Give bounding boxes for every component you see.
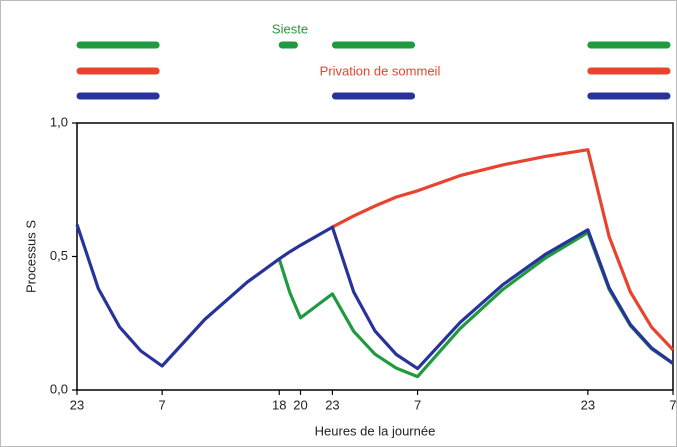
x-tick-label: 20: [293, 397, 307, 412]
line: [331, 148, 675, 351]
x-tick-label: 7: [669, 397, 676, 412]
plot-frame: [76, 122, 674, 391]
x-tick-label: 23: [581, 397, 595, 412]
y-tick-label: 0,0: [50, 381, 68, 396]
x-tick-label: 18: [272, 397, 286, 412]
x-tick-label: 23: [325, 397, 339, 412]
y-tick-label: 1,0: [50, 114, 68, 129]
x-axis-label: Heures de la journée: [315, 423, 436, 438]
x-tick-label: 7: [159, 397, 166, 412]
legend-label: Sieste: [272, 21, 308, 36]
line: [277, 230, 674, 379]
y-tick-label: 0,5: [50, 248, 68, 263]
legend-label: Privation de sommeil: [320, 63, 441, 78]
y-axis-label: Processus S: [23, 220, 38, 293]
line: [75, 223, 674, 371]
x-tick-label: 7: [414, 397, 421, 412]
x-tick-label: 23: [70, 397, 84, 412]
